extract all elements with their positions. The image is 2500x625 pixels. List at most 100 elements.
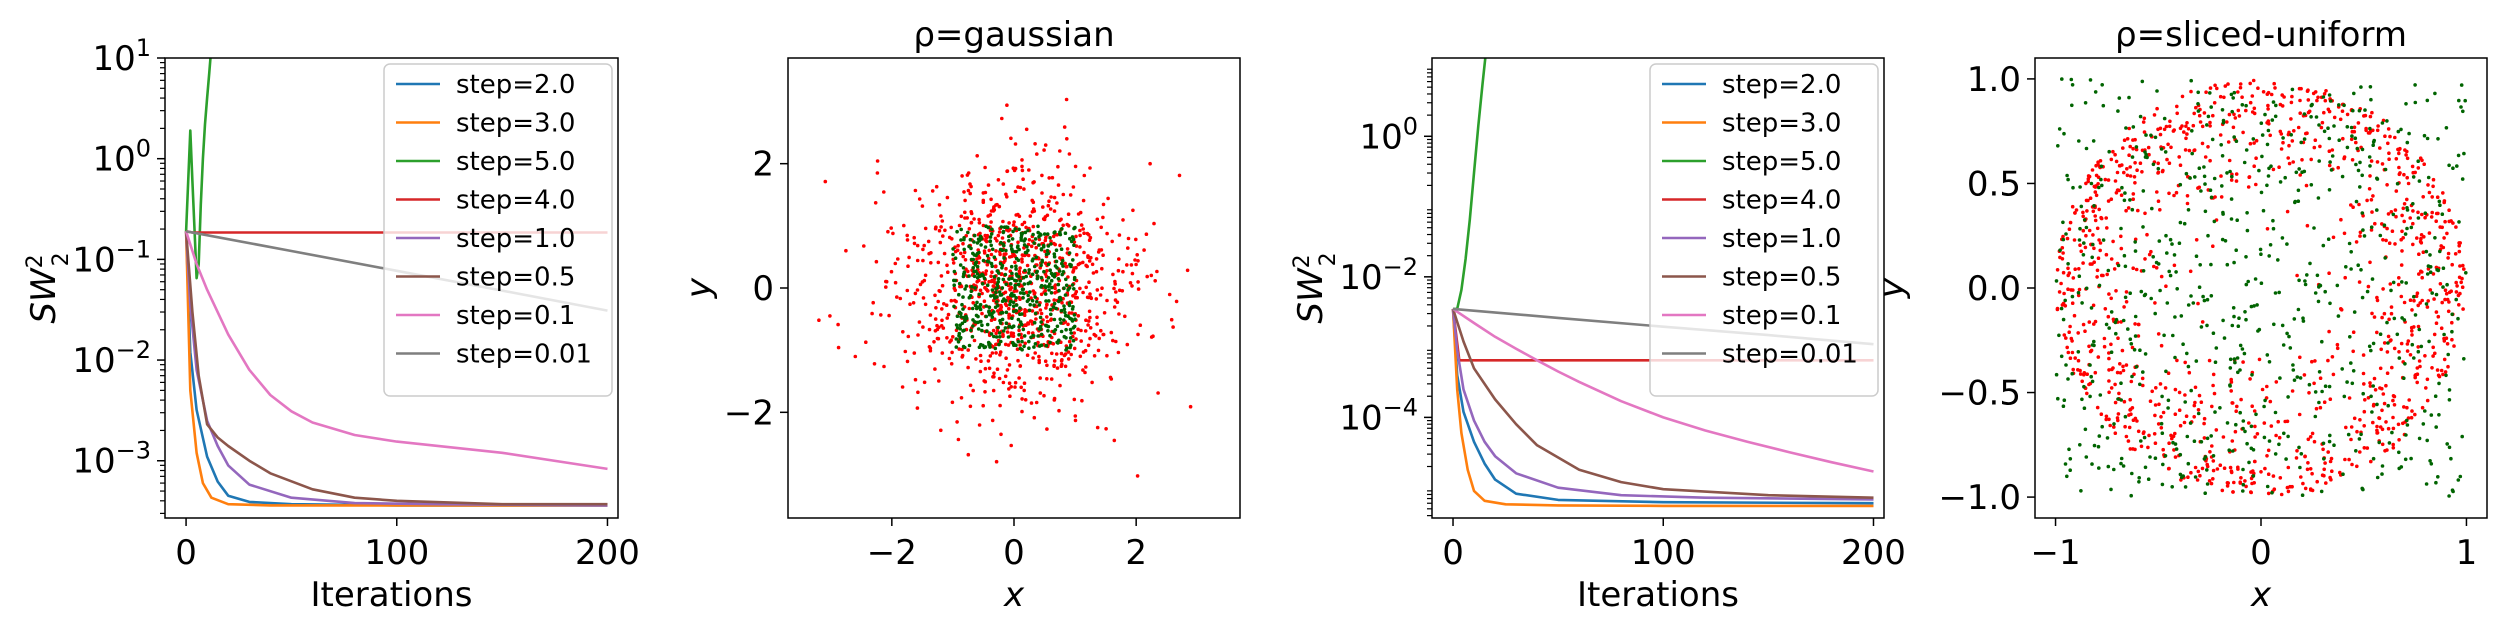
point-target (1060, 362, 1064, 367)
point-target (2321, 447, 2325, 452)
point-particles (1062, 286, 1066, 291)
point-target (969, 210, 973, 214)
point-particles (2266, 128, 2271, 133)
point-particles (1027, 268, 1031, 272)
point-particles (985, 253, 990, 258)
point-target (926, 239, 931, 244)
point-particles (2178, 472, 2183, 477)
point-target (990, 418, 995, 423)
point-particles (955, 326, 960, 330)
point-particles (2454, 297, 2458, 302)
point-particles (2361, 391, 2365, 396)
point-target (2083, 329, 2087, 334)
point-target (2113, 152, 2117, 157)
point-particles (2090, 255, 2094, 260)
point-particles (2211, 331, 2216, 336)
point-target (2076, 331, 2080, 335)
point-target (2411, 209, 2415, 213)
point-particles (2294, 170, 2299, 175)
point-target (1049, 195, 1053, 199)
point-particles (2235, 218, 2239, 222)
point-particles (2342, 394, 2347, 399)
point-target (2411, 221, 2415, 226)
point-particles (2088, 394, 2092, 399)
point-particles (1050, 285, 1054, 290)
point-particles (994, 335, 999, 339)
point-target (2415, 291, 2420, 296)
point-target (992, 205, 996, 209)
point-particles (2265, 353, 2270, 357)
point-particles (1039, 285, 1043, 289)
point-target (2147, 152, 2151, 157)
point-target (2085, 209, 2089, 213)
point-particles (2235, 356, 2240, 360)
point-target (2252, 106, 2257, 111)
point-target (2098, 248, 2102, 253)
point-particles (974, 313, 979, 318)
point-target (2175, 111, 2179, 116)
point-target (2208, 120, 2212, 125)
point-target (1114, 290, 1118, 294)
point-target (912, 241, 917, 246)
point-target (2107, 356, 2111, 361)
point-particles (981, 258, 986, 263)
point-particles (980, 328, 984, 333)
point-target (1088, 235, 1093, 240)
point-target (2070, 350, 2075, 355)
point-target (2094, 193, 2099, 198)
point-target (2415, 380, 2419, 385)
point-target (2183, 393, 2187, 397)
point-particles (1032, 264, 1037, 269)
point-target (2388, 339, 2392, 343)
point-particles (2130, 155, 2135, 159)
point-particles (2309, 103, 2314, 108)
point-particles (2228, 366, 2233, 370)
point-particles (2404, 102, 2408, 106)
point-target (873, 201, 878, 205)
point-target (2310, 359, 2314, 364)
point-particles (2196, 102, 2200, 106)
point-particles (2400, 316, 2404, 320)
x-tick-label: 0 (175, 533, 197, 573)
point-target (1037, 354, 1041, 359)
point-target (2355, 429, 2359, 434)
point-target (1065, 137, 1069, 141)
point-particles (2337, 103, 2341, 107)
point-target (966, 348, 970, 352)
point-particles (2441, 266, 2446, 271)
point-particles (2128, 198, 2132, 202)
point-target (2330, 469, 2334, 474)
y-tick-label: −2 (724, 393, 774, 433)
point-particles (1017, 227, 1021, 232)
point-particles (1002, 243, 1006, 248)
point-particles (2117, 96, 2122, 100)
legend-label: step=0.01 (1722, 340, 1858, 370)
point-target (2431, 272, 2436, 276)
point-target (1032, 415, 1037, 420)
point-target (2379, 347, 2383, 352)
point-particles (2151, 254, 2155, 259)
point-particles (1048, 282, 1052, 286)
point-particles (2243, 429, 2247, 434)
point-target (2375, 424, 2379, 429)
point-target (2115, 170, 2120, 175)
point-particles (2206, 114, 2211, 119)
point-target (942, 302, 946, 306)
point-target (870, 311, 874, 316)
point-particles (2145, 155, 2149, 160)
point-target (2213, 83, 2217, 88)
point-target (1005, 103, 1009, 107)
point-particles (1010, 237, 1015, 241)
point-particles (2160, 394, 2164, 399)
point-target (2106, 178, 2111, 182)
point-target (939, 324, 944, 328)
point-target (2419, 269, 2423, 274)
point-particles (2309, 183, 2314, 187)
point-target (1097, 336, 1101, 341)
point-target (2128, 165, 2132, 169)
point-target (1136, 287, 1141, 291)
point-particles (2129, 493, 2133, 498)
point-particles (2356, 168, 2361, 173)
point-particles (2101, 103, 2106, 108)
point-particles (1039, 320, 1043, 324)
